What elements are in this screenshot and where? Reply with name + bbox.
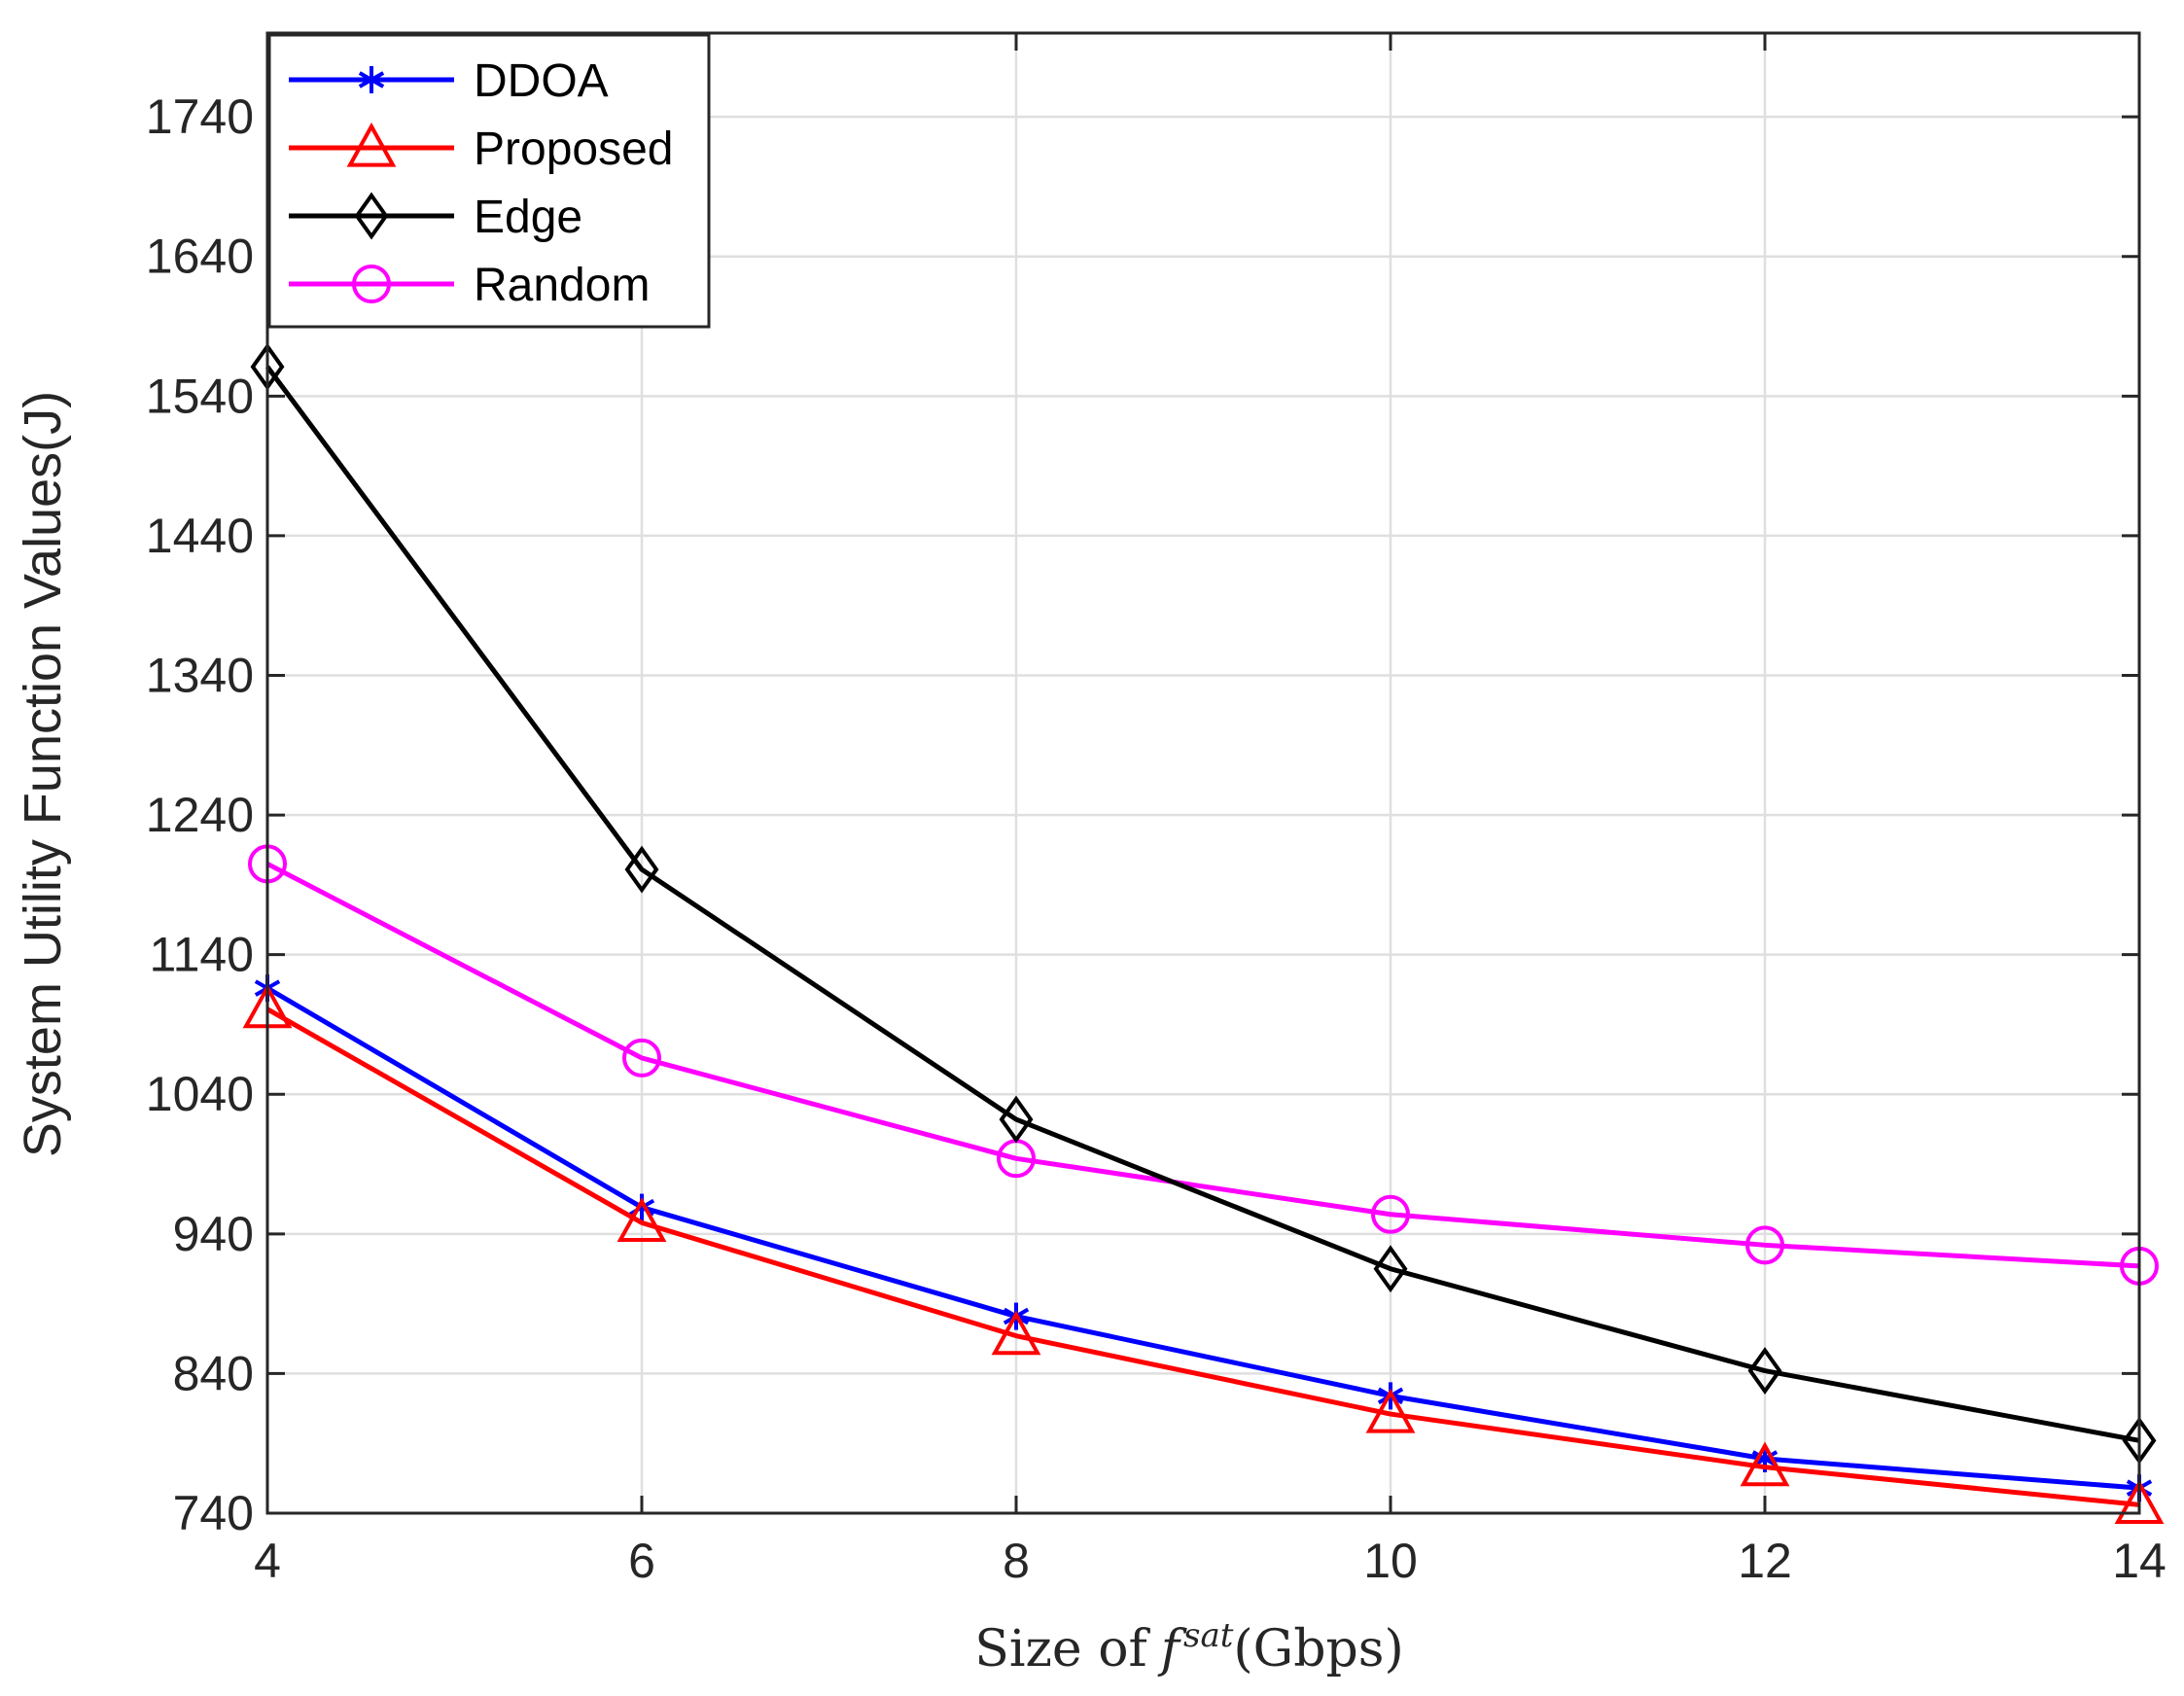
legend-entry-edge: Edge (289, 192, 582, 243)
data-point-proposed (1365, 1388, 1416, 1433)
plot-frame (265, 31, 2141, 1515)
data-point-random (1745, 1225, 1784, 1265)
data-point-edge (1373, 1245, 1408, 1293)
x-axis-label-prefix: Size of (974, 1620, 1150, 1678)
x-axis-label-superscript: sat (1183, 1616, 1234, 1655)
y-tick-label: 1640 (146, 230, 254, 284)
x-tick-label: 12 (1738, 1534, 1792, 1588)
x-tick-label: 14 (2112, 1534, 2166, 1588)
legend-label-ddoa: DDOA (474, 55, 609, 107)
x-axis-label: Size of f sat(Gbps) (974, 1616, 1404, 1678)
legend-marker-proposed (346, 122, 397, 167)
series-proposed (242, 983, 2165, 1524)
legend-marker-edge (354, 192, 389, 240)
y-tick-label: 940 (173, 1207, 254, 1261)
legend: DDOA Proposed Edge Random (267, 33, 711, 329)
x-tick-label: 4 (254, 1534, 281, 1588)
tick-labels: 4 6 8 10 12 14 740 840 940 1040 1140 1240 1340 1440 15… (146, 89, 2166, 1588)
data-point-random (622, 1038, 661, 1078)
legend-marker-random (352, 265, 391, 303)
axis-ticks (265, 33, 2141, 1515)
series-line-edge (264, 365, 2140, 1443)
series-line-proposed (265, 1007, 2140, 1507)
legend-entry-proposed: Proposed (289, 122, 673, 175)
legend-label-proposed: Proposed (474, 124, 673, 175)
x-tick-label: 6 (628, 1534, 655, 1588)
series-layer (242, 342, 2165, 1524)
y-tick-label: 1340 (146, 648, 254, 702)
data-point-proposed (616, 1197, 667, 1242)
y-tick-label: 1540 (146, 369, 254, 423)
legend-box (267, 33, 711, 329)
legend-label-random: Random (474, 260, 650, 311)
y-tick-label: 840 (173, 1346, 254, 1400)
series-line-random (265, 862, 2140, 1269)
y-tick-label: 1140 (149, 928, 254, 982)
y-axis-label: System Utility Function Values(J) (14, 391, 72, 1157)
data-point-proposed (991, 1310, 1041, 1356)
y-tick-label: 1740 (146, 89, 254, 144)
legend-marker-ddoa (358, 66, 385, 93)
data-point-proposed (2114, 1479, 2165, 1524)
x-axis-label-unit: (Gbps) (1233, 1620, 1403, 1678)
x-tick-label: 8 (1003, 1534, 1030, 1588)
y-tick-label: 1440 (146, 509, 254, 563)
data-point-edge (999, 1095, 1034, 1144)
data-point-random (1371, 1194, 1410, 1234)
legend-label-edge: Edge (474, 192, 582, 243)
y-tick-label: 1040 (146, 1067, 254, 1121)
series-line-ddoa (265, 985, 2140, 1491)
grid-lines (265, 33, 2141, 1515)
x-tick-label: 10 (1363, 1534, 1418, 1588)
y-tick-label: 740 (173, 1486, 254, 1540)
data-point-edge (1747, 1347, 1782, 1395)
data-point-proposed (1740, 1441, 1790, 1487)
y-tick-label: 1240 (146, 788, 254, 842)
legend-entry-random: Random (289, 260, 650, 311)
data-point-edge (624, 845, 659, 894)
legend-entry-ddoa: DDOA (289, 55, 609, 107)
